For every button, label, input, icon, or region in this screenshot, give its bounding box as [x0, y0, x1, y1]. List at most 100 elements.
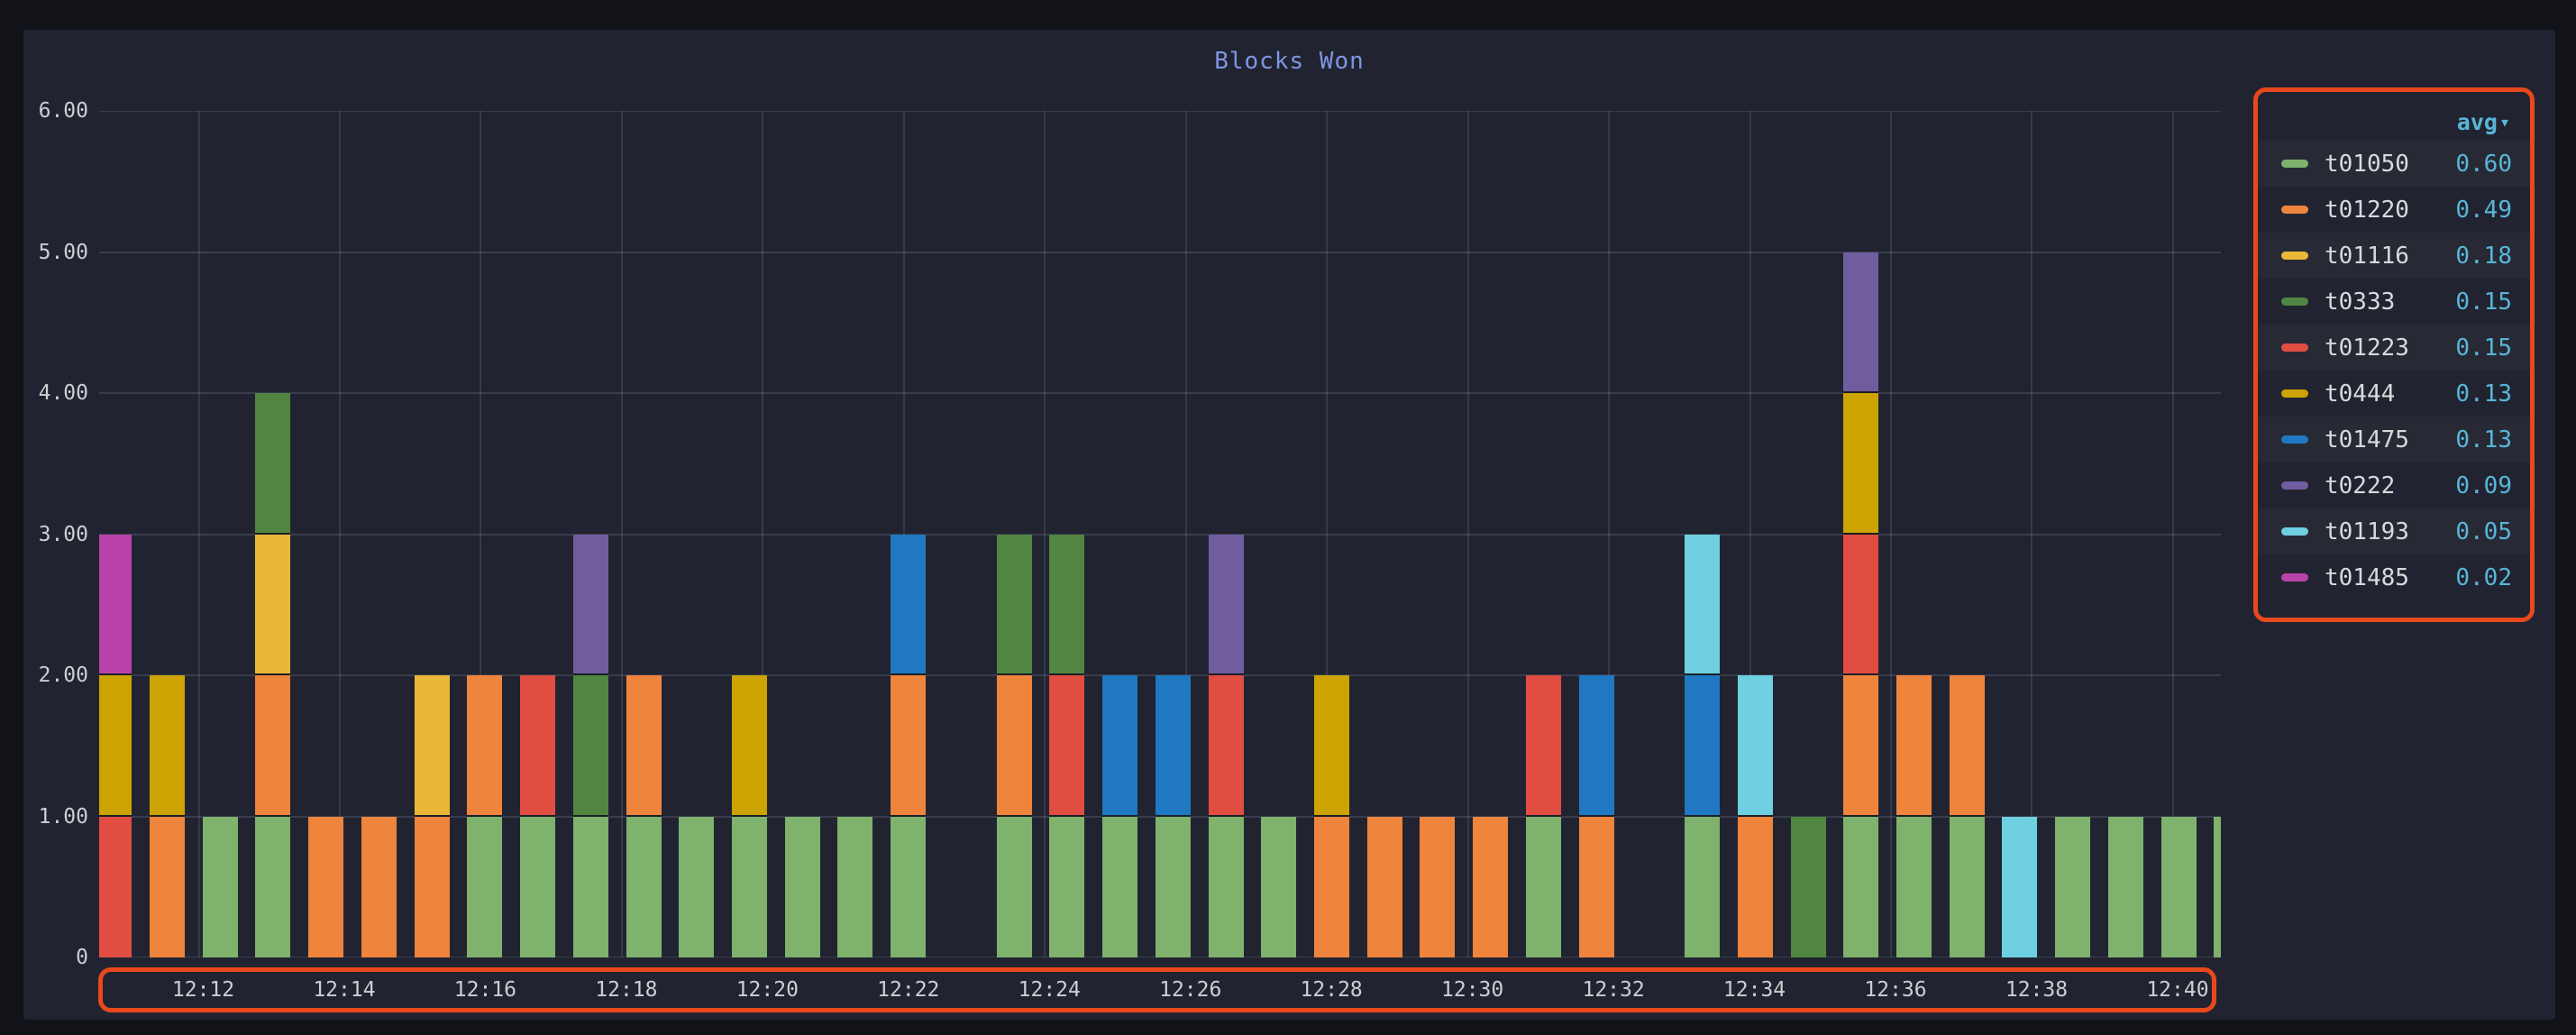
plot-area	[99, 111, 2221, 957]
bar-segment-t01220	[361, 816, 397, 957]
legend-item-t01193[interactable]: t01193 0.05	[2258, 508, 2530, 554]
bar-segment-t01475	[1578, 675, 1614, 817]
bar-segment-t01220	[1949, 675, 1985, 817]
bar-segment-t01220	[626, 675, 662, 817]
bar-segment-t0222	[1208, 534, 1244, 675]
bar-segment-t01220	[255, 675, 291, 817]
bar-segment-t0444	[1843, 393, 1879, 535]
legend-item-t01485[interactable]: t01485 0.02	[2258, 554, 2530, 600]
series-avg-value: 0.15	[2455, 334, 2512, 362]
y-tick-label: 3.00	[38, 522, 88, 546]
series-avg-value: 0.60	[2455, 150, 2512, 178]
legend-item-t01050[interactable]: t01050 0.60	[2258, 141, 2530, 187]
series-color-swatch	[2281, 573, 2308, 582]
gridline-v	[1608, 111, 1611, 957]
bar-stack	[2160, 816, 2197, 957]
bar-stack	[467, 675, 503, 957]
legend-item-t01223[interactable]: t01223 0.15	[2258, 325, 2530, 371]
bar-stack	[202, 816, 238, 957]
bar-segment-t01220	[996, 675, 1032, 817]
legend-item-t01475[interactable]: t01475 0.13	[2258, 417, 2530, 463]
legend-item-t0444[interactable]: t0444 0.13	[2258, 371, 2530, 417]
series-name: t01223	[2325, 334, 2409, 362]
bar-segment-t0333	[996, 534, 1032, 675]
bar-segment-t01220	[1366, 816, 1402, 957]
x-tick-label: 12:32	[1582, 978, 1645, 1002]
gridline-h	[99, 533, 2221, 536]
bar-segment-t01050	[2214, 816, 2221, 957]
x-tick-label: 12:18	[595, 978, 658, 1002]
bar-segment-t01050	[1949, 816, 1985, 957]
gridline-v	[1466, 111, 1469, 957]
bar-segment-t01193	[1737, 675, 1773, 817]
bar-segment-t0444	[99, 675, 132, 817]
panel-title[interactable]: Blocks Won	[1214, 48, 1365, 75]
x-tick-label: 12:36	[1864, 978, 1927, 1002]
bar-segment-t01223	[1208, 675, 1244, 817]
series-avg-value: 0.05	[2455, 518, 2512, 545]
series-name: t0444	[2325, 380, 2396, 408]
bar-segment-t0333	[255, 393, 291, 535]
bar-segment-t01050	[626, 816, 662, 957]
chart-panel: Blocks Won 0 1.00 2.00 3.00 4.00 5.00 6.00 12:…	[23, 30, 2555, 1020]
x-tick-label: 12:30	[1441, 978, 1504, 1002]
y-tick-label: 6.00	[38, 99, 88, 123]
series-avg-value: 0.15	[2455, 288, 2512, 316]
bar-segment-t0333	[572, 675, 608, 817]
series-avg-value: 0.13	[2455, 380, 2512, 408]
series-name: t01475	[2325, 426, 2409, 453]
series-name: t01116	[2325, 242, 2409, 270]
bar-segment-t01193	[2002, 816, 2038, 957]
bar-stack	[1261, 816, 1297, 957]
bar-stack	[1843, 252, 1879, 957]
bar-segment-t01220	[1896, 675, 1932, 817]
legend-item-t01220[interactable]: t01220 0.49	[2258, 187, 2530, 233]
bar-stack	[520, 675, 556, 957]
legend-sort-label: avg	[2456, 108, 2498, 135]
series-color-swatch	[2281, 435, 2308, 444]
bar-segment-t01050	[520, 816, 556, 957]
series-color-swatch	[2281, 206, 2308, 214]
bar-segment-t01220	[1473, 816, 1509, 957]
bar-segment-t01116	[255, 534, 291, 675]
bar-segment-t01050	[2055, 816, 2091, 957]
series-name: t01485	[2325, 563, 2409, 591]
x-tick-label: 12:34	[1722, 978, 1786, 1002]
bar-segment-t01220	[149, 816, 185, 957]
gridline-v	[1749, 111, 1751, 957]
bar-stack	[1578, 675, 1614, 957]
bar-segment-t01050	[679, 816, 715, 957]
series-color-swatch	[2281, 389, 2308, 398]
bar-segment-t01220	[467, 675, 503, 817]
bar-segment-t01050	[1208, 816, 1244, 957]
gridline-v	[2171, 111, 2174, 957]
bar-segment-t01475	[1155, 675, 1191, 817]
bar-segment-t01193	[1685, 534, 1721, 675]
bar-segment-t01050	[1155, 816, 1191, 957]
bar-segment-t01050	[837, 816, 873, 957]
bar-stack	[414, 675, 450, 957]
bar-stack	[361, 816, 397, 957]
bar-stack	[679, 816, 715, 957]
series-name: t0222	[2325, 472, 2396, 499]
bar-stack	[837, 816, 873, 957]
bar-segment-t01050	[996, 816, 1032, 957]
bar-segment-t01050	[2160, 816, 2197, 957]
gridline-v	[197, 111, 200, 957]
legend-item-t0222[interactable]: t0222 0.09	[2258, 463, 2530, 508]
bar-segment-t0333	[1049, 534, 1085, 675]
bar-stack	[1420, 816, 1456, 957]
x-tick-label: 12:38	[2005, 978, 2069, 1002]
bar-segment-t01223	[520, 675, 556, 817]
legend-item-t0333[interactable]: t0333 0.15	[2258, 279, 2530, 325]
legend-item-t01116[interactable]: t01116 0.18	[2258, 233, 2530, 279]
bar-stack	[1366, 816, 1402, 957]
bar-segment-t01220	[1578, 816, 1614, 957]
bar-segment-t0222	[1843, 252, 1879, 393]
bar-segment-t01220	[891, 675, 927, 817]
x-tick-label: 12:24	[1018, 978, 1081, 1002]
series-avg-value: 0.13	[2455, 426, 2512, 453]
bar-stack	[1790, 816, 1826, 957]
gridline-v	[1890, 111, 1893, 957]
legend-sort-header[interactable]: avg ▾	[2258, 103, 2530, 141]
